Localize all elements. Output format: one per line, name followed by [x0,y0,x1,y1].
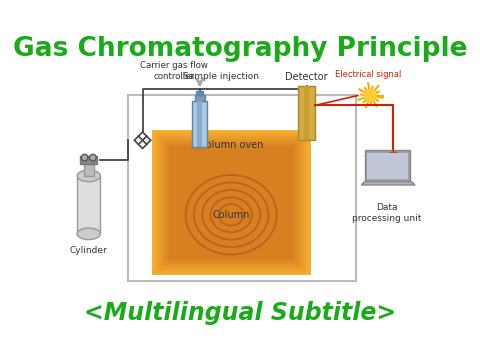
Bar [77,176,100,234]
Bar [129,95,356,281]
Bar [162,139,301,266]
Bar [167,144,295,261]
Bar [161,139,301,267]
Text: Cylinder: Cylinder [70,246,108,255]
Bar [158,136,305,270]
Text: Gas Chromatography Principle: Gas Chromatography Principle [13,36,468,62]
Text: Electrical signal: Electrical signal [336,70,402,79]
Bar [196,91,203,95]
Circle shape [364,90,376,101]
Bar [197,101,202,147]
Bar [304,86,309,140]
Ellipse shape [77,228,100,240]
Circle shape [90,154,96,161]
Bar [156,135,306,271]
Text: Column: Column [213,210,250,220]
Bar [155,133,308,273]
Bar [158,136,304,269]
Text: Column oven: Column oven [199,140,264,150]
Text: Sample injection: Sample injection [183,72,259,81]
Bar [168,145,294,260]
Bar [164,141,299,264]
Bar [81,156,97,164]
Bar [163,141,299,265]
Bar [153,131,310,275]
Bar [153,132,309,274]
Bar [166,143,297,263]
Bar [152,130,311,275]
Bar [160,138,302,267]
Text: Carrier gas flow
controller: Carrier gas flow controller [140,61,208,81]
Bar [166,144,296,262]
Bar [367,153,408,179]
Bar [134,132,151,148]
Bar [169,146,293,259]
Bar [192,101,207,147]
Bar [165,142,298,264]
Bar [168,145,295,261]
Bar [162,140,300,265]
Bar [154,132,308,273]
Bar [170,147,292,258]
Text: <Multilingual Subtitle>: <Multilingual Subtitle> [84,301,396,324]
Bar [157,135,305,270]
Bar [159,137,303,268]
Text: Detector: Detector [285,72,328,82]
Circle shape [81,154,88,161]
Text: Data
processing unit: Data processing unit [352,203,421,222]
Bar [156,134,307,272]
Bar [298,86,315,140]
Bar [364,150,410,182]
Polygon shape [361,182,415,185]
Bar [84,164,94,176]
Ellipse shape [77,170,100,182]
Bar [195,95,204,101]
